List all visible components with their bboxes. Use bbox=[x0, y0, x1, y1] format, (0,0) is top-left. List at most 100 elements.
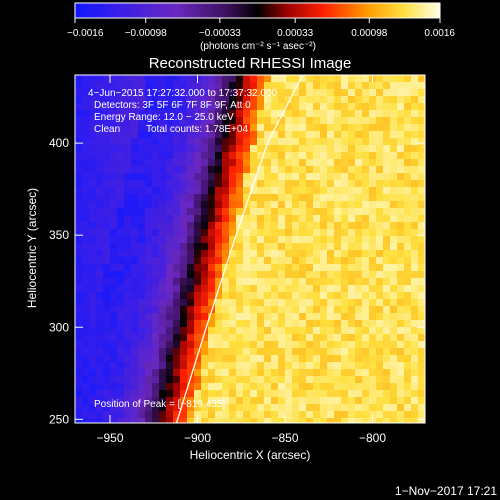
heatmap-cell bbox=[313, 313, 321, 321]
heatmap-cell bbox=[159, 166, 167, 174]
heatmap-cell bbox=[376, 236, 384, 244]
heatmap-cell bbox=[152, 341, 160, 349]
heatmap-cell bbox=[243, 208, 251, 216]
heatmap-cell bbox=[383, 201, 391, 209]
heatmap-cell bbox=[327, 173, 335, 181]
heatmap-cell bbox=[173, 145, 181, 153]
heatmap-cell bbox=[418, 117, 425, 125]
heatmap-cell bbox=[180, 243, 188, 251]
heatmap-cell bbox=[208, 404, 216, 412]
heatmap-cell bbox=[96, 362, 104, 370]
heatmap-cell bbox=[138, 166, 146, 174]
heatmap-cell bbox=[348, 383, 356, 391]
heatmap-cell bbox=[243, 96, 251, 104]
heatmap-cell bbox=[299, 320, 307, 328]
heatmap-cell bbox=[327, 131, 335, 139]
heatmap-cell bbox=[180, 187, 188, 195]
heatmap-cell bbox=[250, 75, 258, 83]
heatmap-cell bbox=[320, 278, 328, 286]
heatmap-cell bbox=[299, 348, 307, 356]
heatmap-cell bbox=[75, 124, 83, 132]
heatmap-cell bbox=[271, 285, 279, 293]
heatmap-cell bbox=[418, 285, 425, 293]
heatmap-cell bbox=[362, 82, 370, 90]
heatmap-cell bbox=[278, 152, 286, 160]
heatmap-cell bbox=[236, 278, 244, 286]
heatmap-cell bbox=[222, 292, 230, 300]
heatmap-cell bbox=[117, 313, 125, 321]
heatmap-cell bbox=[404, 236, 412, 244]
heatmap-cell bbox=[145, 208, 153, 216]
heatmap-cell bbox=[96, 110, 104, 118]
heatmap-cell bbox=[383, 411, 391, 419]
heatmap-cell bbox=[201, 278, 209, 286]
heatmap-cell bbox=[369, 285, 377, 293]
heatmap-cell bbox=[243, 75, 251, 83]
heatmap-cell bbox=[103, 299, 111, 307]
heatmap-cell bbox=[159, 278, 167, 286]
heatmap-cell bbox=[264, 285, 272, 293]
heatmap-cell bbox=[250, 166, 258, 174]
heatmap-cell bbox=[138, 159, 146, 167]
heatmap-cell bbox=[250, 236, 258, 244]
heatmap-cell bbox=[257, 362, 265, 370]
heatmap-cell bbox=[236, 250, 244, 258]
heatmap-cell bbox=[187, 194, 195, 202]
heatmap-cell bbox=[285, 306, 293, 314]
heatmap-cell bbox=[194, 285, 202, 293]
heatmap-cell bbox=[383, 383, 391, 391]
heatmap-cell bbox=[390, 82, 398, 90]
heatmap-cell bbox=[208, 89, 216, 97]
heatmap-cell bbox=[404, 152, 412, 160]
heatmap-cell bbox=[180, 131, 188, 139]
heatmap-cell bbox=[299, 96, 307, 104]
heatmap-cell bbox=[320, 390, 328, 398]
heatmap-cell bbox=[418, 131, 425, 139]
heatmap-cell bbox=[194, 89, 202, 97]
heatmap-cell bbox=[327, 124, 335, 132]
heatmap-cell bbox=[180, 82, 188, 90]
heatmap-cell bbox=[145, 138, 153, 146]
heatmap-cell bbox=[194, 390, 202, 398]
heatmap-cell bbox=[341, 96, 349, 104]
heatmap-cell bbox=[117, 390, 125, 398]
heatmap-cell bbox=[194, 292, 202, 300]
heatmap-cell bbox=[285, 271, 293, 279]
heatmap-cell bbox=[348, 271, 356, 279]
heatmap-cell bbox=[201, 96, 209, 104]
heatmap-cell bbox=[180, 138, 188, 146]
heatmap-cell bbox=[348, 285, 356, 293]
heatmap-cell bbox=[145, 257, 153, 265]
heatmap-cell bbox=[390, 124, 398, 132]
heatmap-cell bbox=[369, 215, 377, 223]
heatmap-cell bbox=[334, 278, 342, 286]
heatmap-cell bbox=[201, 243, 209, 251]
heatmap-cell bbox=[404, 110, 412, 118]
heatmap-cell bbox=[229, 110, 237, 118]
heatmap-cell bbox=[187, 187, 195, 195]
heatmap-cell bbox=[75, 411, 83, 419]
heatmap-cell bbox=[271, 320, 279, 328]
heatmap-cell bbox=[103, 397, 111, 405]
heatmap-cell bbox=[355, 418, 363, 423]
heatmap-cell bbox=[138, 313, 146, 321]
heatmap-cell bbox=[397, 278, 405, 286]
heatmap-cell bbox=[131, 75, 139, 83]
heatmap-cell bbox=[397, 159, 405, 167]
heatmap-cell bbox=[362, 278, 370, 286]
heatmap-cell bbox=[306, 250, 314, 258]
heatmap-cell bbox=[215, 194, 223, 202]
heatmap-cell bbox=[397, 82, 405, 90]
heatmap-cell bbox=[96, 103, 104, 111]
heatmap-cell bbox=[229, 159, 237, 167]
heatmap-cell bbox=[243, 299, 251, 307]
heatmap-cell bbox=[369, 110, 377, 118]
heatmap-cell bbox=[411, 390, 419, 398]
heatmap-cell bbox=[124, 201, 132, 209]
heatmap-cell bbox=[397, 411, 405, 419]
heatmap-cell bbox=[173, 348, 181, 356]
heatmap-cell bbox=[355, 334, 363, 342]
heatmap-cell bbox=[411, 208, 419, 216]
heatmap-cell bbox=[327, 236, 335, 244]
heatmap-cell bbox=[236, 138, 244, 146]
